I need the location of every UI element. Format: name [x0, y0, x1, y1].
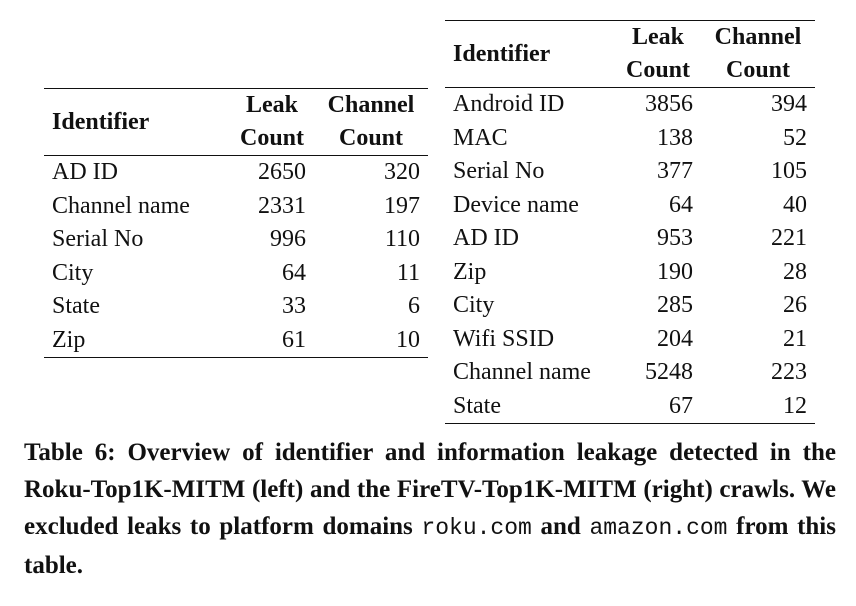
- table-row: AD ID 2650 320: [44, 156, 428, 190]
- identifier-cell: Channel name: [52, 192, 190, 219]
- table-row: State 67 12: [445, 389, 815, 424]
- identifier-cell: Device name: [453, 191, 579, 218]
- identifier-cell: State: [52, 293, 100, 320]
- identifier-cell: Wifi SSID: [453, 325, 555, 352]
- channel-count-cell: 110: [384, 226, 420, 253]
- table-row: Channel name 5248 223: [445, 356, 815, 390]
- table-row: Serial No 377 105: [445, 155, 815, 189]
- column-header-channel-line2: Count: [314, 122, 428, 156]
- identifier-cell: AD ID: [52, 159, 118, 186]
- table-row: State 33 6: [44, 290, 428, 324]
- identifier-cell: Zip: [453, 258, 487, 285]
- table-row: City 285 26: [445, 289, 815, 323]
- leak-count-cell: 190: [657, 258, 693, 285]
- leak-count-cell: 3856: [645, 91, 693, 118]
- leak-count-cell: 204: [657, 325, 693, 352]
- table-row: Device name 64 40: [445, 189, 815, 223]
- identifier-cell: Serial No: [52, 226, 144, 253]
- channel-count-cell: 11: [396, 259, 420, 286]
- identifier-cell: MAC: [453, 124, 508, 151]
- identifier-cell: Zip: [44, 323, 230, 358]
- table-caption: Table 6: Overview of identifier and info…: [24, 434, 836, 584]
- identifier-cell: Serial No: [453, 158, 545, 185]
- channel-count-cell: 6: [408, 293, 420, 320]
- channel-count-cell: 40: [783, 191, 807, 218]
- right-table: Identifier Leak Channel Count Count Andr…: [445, 20, 815, 424]
- column-header-channel-line2: Count: [701, 54, 815, 88]
- channel-count-cell: 197: [384, 192, 420, 219]
- channel-count-cell: 26: [783, 292, 807, 319]
- channel-count-cell: 221: [771, 225, 807, 252]
- column-header-channel: Channel: [701, 20, 815, 54]
- channel-count-cell: 394: [771, 91, 807, 118]
- table-row: City 64 11: [44, 257, 428, 291]
- caption-domain-amazon: amazon.com: [589, 515, 728, 541]
- leak-count-cell: 33: [282, 293, 306, 320]
- table-row: Zip 61 10: [44, 323, 428, 358]
- channel-count-cell: 223: [771, 359, 807, 386]
- identifier-cell: AD ID: [453, 225, 519, 252]
- leak-count-cell: 67: [615, 389, 701, 424]
- table-row: Serial No 996 110: [44, 223, 428, 257]
- caption-text: Table 6: Overview of identifier and info…: [24, 439, 836, 540]
- table-row: Channel name 2331 197: [44, 190, 428, 224]
- column-header-identifier: Identifier: [44, 88, 230, 156]
- table-row: Zip 190 28: [445, 256, 815, 290]
- caption-text-end: from this table.: [24, 513, 836, 579]
- leak-count-cell: 953: [657, 225, 693, 252]
- column-header-channel: Channel: [314, 88, 428, 122]
- leak-count-cell: 2650: [258, 159, 306, 186]
- leak-count-cell: 5248: [645, 359, 693, 386]
- channel-count-cell: 10: [314, 323, 428, 358]
- channel-count-cell: 52: [783, 124, 807, 151]
- caption-domain-roku: roku.com: [421, 515, 532, 541]
- table-row: AD ID 953 221: [445, 222, 815, 256]
- identifier-cell: City: [52, 259, 94, 286]
- column-header-leak: Leak: [615, 20, 701, 54]
- channel-count-cell: 21: [783, 325, 807, 352]
- identifier-cell: Channel name: [453, 359, 591, 386]
- channel-count-cell: 105: [771, 158, 807, 185]
- identifier-cell: City: [453, 292, 495, 319]
- leak-count-cell: 61: [230, 323, 314, 358]
- leak-count-cell: 64: [669, 191, 693, 218]
- table-row: MAC 138 52: [445, 122, 815, 156]
- table-row: Android ID 3856 394: [445, 88, 815, 122]
- channel-count-cell: 28: [783, 258, 807, 285]
- channel-count-cell: 320: [384, 159, 420, 186]
- identifier-cell: Android ID: [453, 91, 565, 118]
- leak-count-cell: 285: [657, 292, 693, 319]
- left-table: Identifier Leak Channel Count Count AD I…: [44, 88, 428, 358]
- column-header-leak-line2: Count: [230, 122, 314, 156]
- column-header-identifier: Identifier: [445, 20, 615, 88]
- table-row: Wifi SSID 204 21: [445, 323, 815, 357]
- leak-count-cell: 377: [657, 158, 693, 185]
- column-header-leak: Leak: [230, 88, 314, 122]
- leak-count-cell: 138: [657, 124, 693, 151]
- column-header-leak-line2: Count: [615, 54, 701, 88]
- caption-text-and: and: [531, 513, 590, 540]
- channel-count-cell: 12: [701, 389, 815, 424]
- identifier-cell: State: [445, 389, 615, 424]
- leak-count-cell: 64: [282, 259, 306, 286]
- leak-count-cell: 2331: [258, 192, 306, 219]
- leak-count-cell: 996: [270, 226, 306, 253]
